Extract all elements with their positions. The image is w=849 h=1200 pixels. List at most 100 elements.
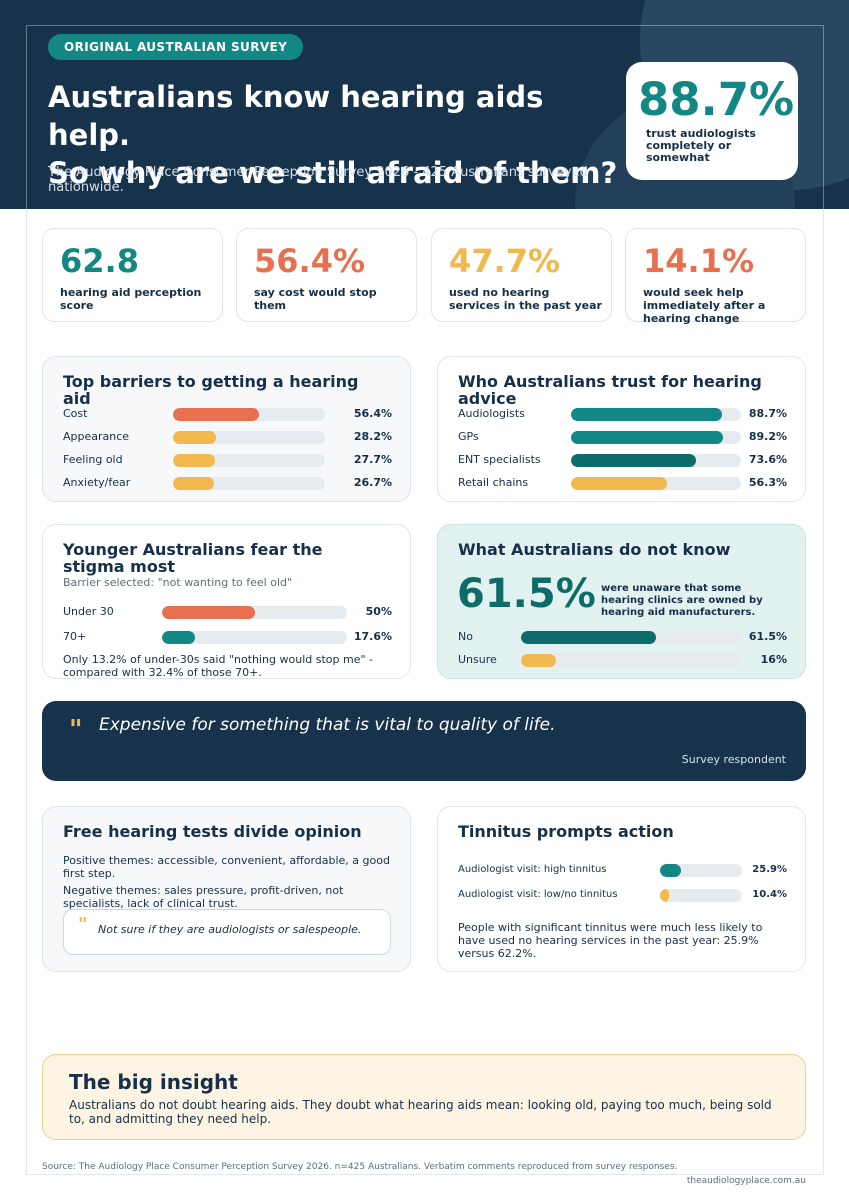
tinnitus-title: Tinnitus prompts action bbox=[458, 822, 674, 841]
free-tests-card: Free hearing tests divide opinion Positi… bbox=[42, 806, 411, 972]
bar-row: Unsure 16% bbox=[458, 652, 787, 668]
bar-track bbox=[571, 454, 741, 467]
bar-row: Anxiety/fear 26.7% bbox=[63, 475, 392, 491]
title-line-2: So why are we still afraid of them? bbox=[48, 156, 618, 190]
bar-label: Retail chains bbox=[458, 476, 529, 489]
footer-url: theaudiologyplace.com.au bbox=[686, 1176, 806, 1186]
bar-track bbox=[571, 477, 741, 490]
bar-value: 16% bbox=[760, 653, 787, 666]
bar-label: Unsure bbox=[458, 653, 497, 666]
bar-row: Audiologists 88.7% bbox=[458, 406, 787, 422]
unknown-big-label: were unaware that some hearing clinics a… bbox=[601, 583, 763, 618]
bar-label: Audiologist visit: high tinnitus bbox=[458, 864, 607, 875]
kpi-card-seek-help: 14.1% would seek help immediately after … bbox=[625, 228, 806, 325]
trust-title: Who Australians trust for hearing advice bbox=[458, 372, 762, 408]
kpi-card-perception-score: 62.8 hearing aid perception score bbox=[42, 228, 223, 322]
tinnitus-card: Tinnitus prompts action Audiologist visi… bbox=[437, 806, 806, 972]
bar-fill bbox=[173, 431, 216, 444]
kpi-label: would seek help immediately after a hear… bbox=[643, 286, 766, 325]
bar-label: Under 30 bbox=[63, 605, 114, 618]
bar-fill bbox=[521, 654, 557, 667]
bar-value: 28.2% bbox=[353, 430, 392, 443]
bar-row: Appearance 28.2% bbox=[63, 429, 392, 445]
bar-track bbox=[660, 864, 742, 877]
bar-track bbox=[571, 408, 741, 421]
bar-fill bbox=[173, 408, 259, 421]
bar-label: Audiologists bbox=[458, 407, 525, 420]
hero-header: ORIGINAL AUSTRALIAN SURVEY Australians k… bbox=[0, 0, 849, 209]
stigma-subtitle: Barrier selected: "not wanting to feel o… bbox=[63, 576, 293, 589]
bar-value: 89.2% bbox=[748, 430, 787, 443]
bar-value: 50% bbox=[365, 605, 392, 618]
bar-fill bbox=[162, 631, 195, 644]
bar-label: No bbox=[458, 630, 473, 643]
bar-fill bbox=[173, 454, 216, 467]
kpi-label: say cost would stop them bbox=[254, 286, 377, 312]
respondent-quote-band: " Expensive for something that is vital … bbox=[42, 701, 806, 781]
bar-value: 17.6% bbox=[353, 630, 392, 643]
stigma-title: Younger Australians fear the stigma most bbox=[63, 540, 323, 576]
bar-track bbox=[660, 889, 742, 902]
bar-track bbox=[571, 431, 741, 444]
quote-text: Expensive for something that is vital to… bbox=[99, 715, 556, 735]
free-tests-quote-text: Not sure if they are audiologists or sal… bbox=[98, 923, 362, 936]
unknown-card: What Australians do not know 61.5% were … bbox=[437, 524, 806, 679]
free-tests-quote: " Not sure if they are audiologists or s… bbox=[63, 909, 391, 955]
bar-label: 70+ bbox=[63, 630, 87, 643]
kpi-value: 62.8 bbox=[60, 242, 139, 280]
page-subtitle: The Audiology Place Consumer Perception … bbox=[48, 165, 588, 195]
bar-label: Cost bbox=[63, 407, 88, 420]
quote-attribution: Survey respondent bbox=[681, 753, 786, 766]
bar-label: Feeling old bbox=[63, 453, 123, 466]
survey-badge: ORIGINAL AUSTRALIAN SURVEY bbox=[48, 34, 304, 60]
footer-source: Source: The Audiology Place Consumer Per… bbox=[42, 1162, 678, 1172]
kpi-value: 14.1% bbox=[643, 242, 755, 280]
title-line-1: Australians know hearing aids help. bbox=[48, 80, 544, 152]
hero-stat-card: 88.7% trust audiologists completely or s… bbox=[626, 62, 798, 180]
free-tests-title: Free hearing tests divide opinion bbox=[63, 822, 362, 841]
big-insight-box: The big insight Australians do not doubt… bbox=[42, 1054, 806, 1140]
bar-label: GPs bbox=[458, 430, 479, 443]
bar-row: Feeling old 27.7% bbox=[63, 452, 392, 468]
bar-track bbox=[521, 631, 741, 644]
kpi-label: hearing aid perception score bbox=[60, 286, 202, 312]
bar-track bbox=[521, 654, 741, 667]
bar-row: 70+ 17.6% bbox=[63, 629, 392, 645]
bar-value: 26.7% bbox=[353, 476, 392, 489]
bar-label: ENT specialists bbox=[458, 453, 541, 466]
bar-fill bbox=[660, 864, 682, 877]
bar-fill bbox=[162, 606, 255, 619]
hero-frame-line bbox=[26, 25, 824, 209]
bar-value: 73.6% bbox=[748, 453, 787, 466]
bar-row: Retail chains 56.3% bbox=[458, 475, 787, 491]
quote-mark-icon: " bbox=[78, 914, 88, 935]
kpi-card-no-services: 47.7% used no hearing services in the pa… bbox=[431, 228, 612, 322]
bar-track bbox=[173, 431, 325, 444]
hero-stat-label: trust audiologists completely or somewha… bbox=[646, 127, 756, 164]
bar-value: 27.7% bbox=[353, 453, 392, 466]
bar-value: 56.3% bbox=[748, 476, 787, 489]
barriers-title: Top barriers to getting a hearing aid bbox=[63, 372, 359, 408]
bar-fill bbox=[660, 889, 669, 902]
bar-row: ENT specialists 73.6% bbox=[458, 452, 787, 468]
positive-themes: Positive themes: accessible, convenient,… bbox=[63, 854, 390, 880]
bar-track bbox=[162, 631, 347, 644]
bar-track bbox=[173, 477, 325, 490]
unknown-big-value: 61.5% bbox=[457, 571, 596, 617]
bar-label: Audiologist visit: low/no tinnitus bbox=[458, 889, 618, 900]
negative-themes: Negative themes: sales pressure, profit-… bbox=[63, 884, 344, 910]
bar-value: 88.7% bbox=[748, 407, 787, 420]
bar-value: 25.9% bbox=[752, 864, 787, 875]
bar-track bbox=[173, 408, 325, 421]
bar-row: No 61.5% bbox=[458, 629, 787, 645]
bar-row: Cost 56.4% bbox=[63, 406, 392, 422]
bar-row: Audiologist visit: low/no tinnitus 10.4% bbox=[458, 887, 787, 903]
bar-row: Audiologist visit: high tinnitus 25.9% bbox=[458, 862, 787, 878]
kpi-card-cost: 56.4% say cost would stop them bbox=[236, 228, 417, 322]
kpi-value: 56.4% bbox=[254, 242, 366, 280]
hero-stat-value: 88.7% bbox=[638, 73, 795, 126]
bar-label: Anxiety/fear bbox=[63, 476, 131, 489]
page-title: Australians know hearing aids help. So w… bbox=[48, 78, 628, 192]
trust-card: Who Australians trust for hearing advice… bbox=[437, 356, 806, 502]
kpi-label: used no hearing services in the past yea… bbox=[449, 286, 602, 312]
